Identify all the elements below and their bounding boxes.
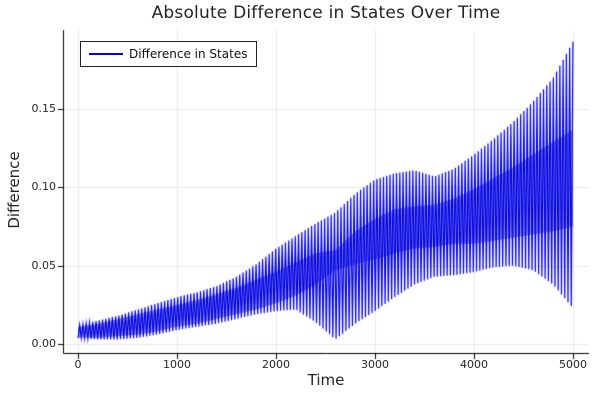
x-tick-label: 3000	[360, 358, 389, 371]
x-tick-label: 4000	[459, 358, 488, 371]
y-tick-label: 0.00	[31, 337, 57, 351]
x-tick-label: 5000	[558, 358, 587, 371]
chart-title: Absolute Difference in States Over Time	[151, 3, 501, 23]
legend-label: Difference in States	[129, 47, 248, 61]
x-tick-label: 0	[74, 358, 82, 371]
x-tick-label: 1000	[163, 358, 192, 371]
legend-line-swatch-icon	[89, 53, 123, 55]
y-tick-label: 0.15	[31, 102, 57, 116]
y-tick-label: 0.05	[31, 258, 57, 272]
x-tick-label: 2000	[262, 358, 290, 371]
y-tick-label: 0.10	[31, 180, 57, 194]
x-axis-label: Time	[307, 371, 345, 389]
legend: Difference in States	[80, 41, 257, 67]
